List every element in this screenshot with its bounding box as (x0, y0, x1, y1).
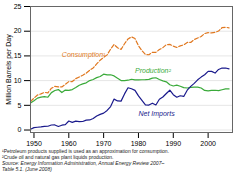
svg-text:2000: 2000 (200, 140, 216, 147)
svg-text:Net Imports: Net Imports (138, 110, 175, 118)
svg-text:1960: 1960 (61, 140, 77, 147)
html-text:¹Petroleum products supplied i: ¹Petroleum products supplied is used as … (2, 148, 169, 154)
svg-text:1980: 1980 (131, 140, 147, 147)
svg-text:5: 5 (18, 102, 22, 109)
svg-text:25: 25 (14, 3, 22, 10)
svg-text:20: 20 (14, 27, 22, 34)
svg-text:10: 10 (14, 77, 22, 84)
html-text:Table 5.1. (June 2008): Table 5.1. (June 2008) (2, 166, 52, 172)
svg-text:1970: 1970 (96, 140, 112, 147)
svg-text:0: 0 (18, 126, 22, 133)
svg-text:15: 15 (14, 52, 22, 59)
html-text:Source: Energy Information Adm: Source: Energy Information Administratio… (2, 160, 165, 166)
html-text:²Crude oil and natural gas pla: ²Crude oil and natural gas plant liquids… (2, 154, 114, 160)
svg-text:1990: 1990 (166, 140, 182, 147)
svg-text:Million Barrels per Day: Million Barrels per Day (5, 34, 13, 105)
svg-text:Production²: Production² (135, 67, 171, 74)
svg-text:Consumption¹: Consumption¹ (62, 51, 106, 59)
svg-text:1950: 1950 (26, 140, 42, 147)
